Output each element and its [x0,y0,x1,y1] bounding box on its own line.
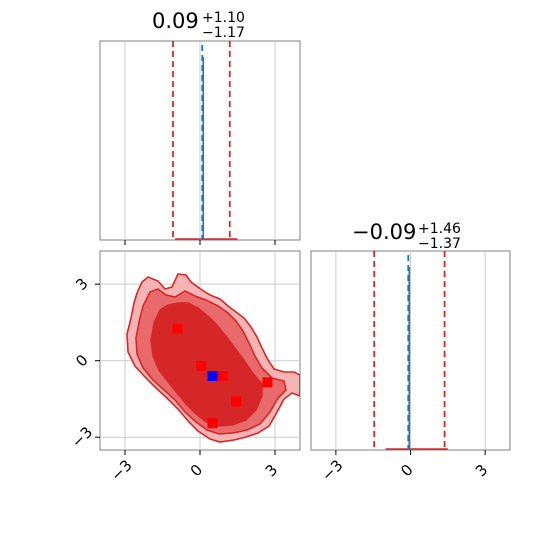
sample-point [207,418,218,429]
panel-param1-histogram [99,40,301,245]
grid [335,251,486,450]
y-tick-label: 3 [72,274,91,293]
title-param2-minus: −1.37 [418,236,461,252]
y-tick-label: 0 [72,351,91,370]
x-tick-label: −3 [107,456,135,484]
grid [124,41,276,240]
panel-joint: −3 0 3 −3 0 3 [68,250,301,485]
title-param2-plus: +1.46 [418,221,461,237]
panel-param2-histogram: −3 0 3 [310,250,511,485]
title-param2: −0.09 +1.46 −1.37 [352,220,461,252]
x-ticks: −3 0 3 [318,450,491,485]
truth-point [207,371,218,382]
x-ticks: −3 0 3 [107,450,281,485]
x-tick-label: 3 [262,461,281,480]
sample-point [172,323,183,334]
x-tick-label: −3 [318,456,346,484]
y-ticks: −3 0 3 [68,274,100,451]
title-param1-plus: +1.10 [202,10,245,26]
x-ticks [124,240,276,245]
histogram-lines [373,251,448,450]
x-tick-label: 0 [187,461,206,480]
x-tick-label: 3 [472,461,491,480]
x-tick-label: 0 [397,461,416,480]
title-param1-median: 0.09 [152,9,199,33]
title-param1: 0.09 +1.10 −1.17 [152,9,245,41]
sample-point [217,371,228,382]
sample-point [196,360,207,371]
title-param1-minus: −1.17 [202,25,245,41]
y-tick-label: −3 [68,423,96,451]
sample-point [262,377,273,388]
title-param2-median: −0.09 [352,220,416,244]
sample-points [172,323,273,429]
histogram-lines [172,41,238,240]
sample-point [231,396,242,407]
